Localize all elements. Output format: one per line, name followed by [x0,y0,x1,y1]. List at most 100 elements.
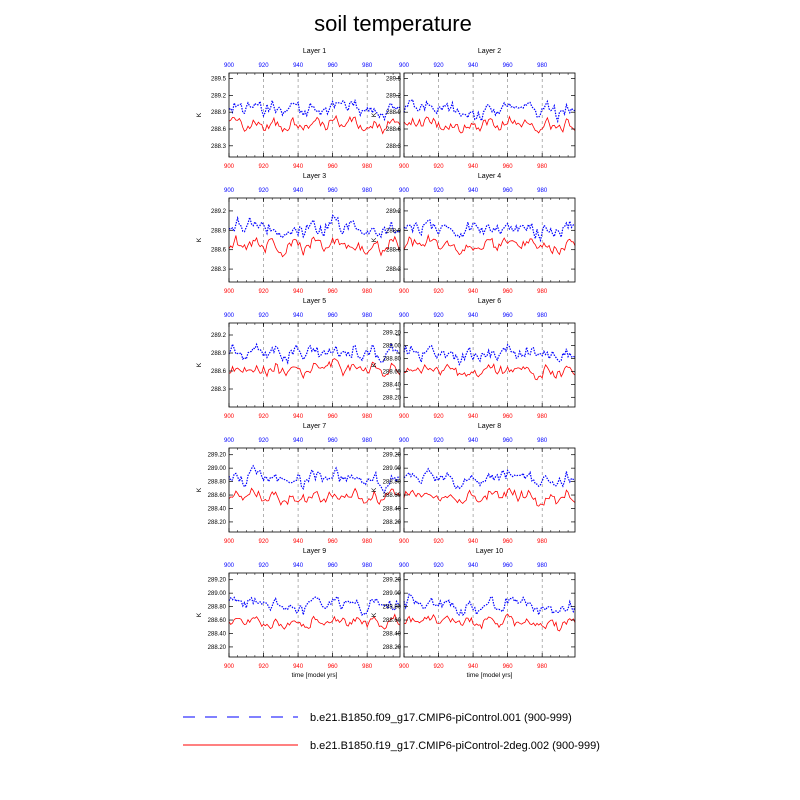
y-tick-label: 288.40 [208,631,227,637]
x-tick-label: 900 [399,539,410,545]
y-tick-label: 289.20 [383,453,402,459]
plot-frame [403,197,576,283]
x-tick-label: 960 [328,664,339,670]
chart-panel-3: Layer 3 900 920 940 960 980 900 920 940 960 980 288… [196,173,401,295]
y-tick-label: 289.00 [383,344,402,350]
y-tick-label: 288.3 [211,144,227,150]
top-x-tick-label: 980 [537,188,548,194]
top-x-tick-label: 900 [224,188,235,194]
panel-title: Layer 4 [478,173,501,180]
top-x-tick-label: 960 [328,563,339,569]
y-tick-label: 288.80 [383,357,402,363]
x-tick-label: 920 [434,289,445,295]
y-tick-label: 288.40 [383,631,402,637]
series-line-run2 [228,235,401,258]
plot-frame [403,322,576,408]
y-tick-label: 288.80 [383,480,402,486]
top-x-tick-label: 900 [399,563,410,569]
y-tick-label: 289.2 [386,93,402,99]
y-tick-label: 288.6 [211,248,227,254]
x-tick-label: 900 [399,414,410,420]
x-tick-label: 980 [362,664,373,670]
series-line-run1 [403,593,576,617]
x-tick-label: 980 [537,414,548,420]
y-axis-label: K [371,362,378,367]
series-line-run1 [228,341,401,365]
top-x-tick-label: 940 [468,563,479,569]
top-x-tick-label: 940 [468,438,479,444]
series-line-run2 [403,115,576,134]
top-x-tick-label: 920 [259,313,270,319]
series-line-run2 [228,358,401,380]
x-tick-label: 900 [224,289,235,295]
chart-panel-4: Layer 4 900 920 940 960 980 900 920 940 960 980 288… [371,173,576,295]
series-line-run2 [228,613,401,630]
x-axis-label: time [model yrs] [467,672,513,679]
y-axis-label: K [371,112,378,117]
y-tick-label: 288.9 [386,110,402,116]
x-tick-label: 900 [399,289,410,295]
y-tick-label: 288.40 [383,506,402,512]
chart-panel-9: Layer 9 900 920 940 960 980 900 920 940 960 980 288… [196,548,401,679]
top-x-tick-label: 920 [259,63,270,69]
x-tick-label: 960 [328,289,339,295]
y-tick-label: 289.00 [383,591,402,597]
series-line-run2 [404,613,576,632]
y-tick-label: 288.3 [211,387,227,393]
series-line-run1 [228,464,401,494]
top-x-tick-label: 920 [434,188,445,194]
x-tick-label: 940 [293,414,304,420]
top-x-tick-label: 960 [328,63,339,69]
chart-panel-1: Layer 1 900 920 940 960 980 900 920 940 960 980 288… [196,48,401,170]
top-x-tick-label: 980 [362,438,373,444]
top-x-tick-label: 980 [362,313,373,319]
top-x-tick-label: 960 [503,438,514,444]
x-tick-label: 960 [503,414,514,420]
series-line-run1 [228,214,401,239]
top-x-tick-label: 960 [328,188,339,194]
y-tick-label: 289.2 [211,209,227,215]
y-tick-label: 289.5 [211,77,227,83]
x-tick-label: 960 [503,664,514,670]
top-x-tick-label: 960 [328,313,339,319]
y-tick-label: 289.20 [383,578,402,584]
y-tick-label: 289.20 [208,578,227,584]
legend-label-run2: b.e21.B1850.f19_g17.CMIP6-piControl-2deg… [310,740,600,752]
figure-title: soil temperature [314,11,472,36]
series-line-run2 [228,114,401,135]
x-tick-label: 960 [328,164,339,170]
top-x-tick-label: 920 [434,313,445,319]
top-x-tick-label: 940 [293,188,304,194]
series-line-run1 [403,98,576,124]
x-tick-label: 900 [224,664,235,670]
top-x-tick-label: 960 [503,313,514,319]
chart-panel-2: Layer 2 900 920 940 960 980 900 920 940 960 980 288… [371,48,576,170]
top-x-tick-label: 900 [224,63,235,69]
top-x-tick-label: 960 [503,188,514,194]
y-axis-label: K [371,237,378,242]
top-x-tick-label: 980 [537,63,548,69]
x-tick-label: 940 [468,289,479,295]
y-tick-label: 288.80 [208,605,227,611]
y-tick-label: 288.3 [386,267,402,273]
x-tick-label: 900 [399,664,410,670]
y-tick-label: 288.9 [211,351,227,357]
x-tick-label: 920 [259,414,270,420]
y-tick-label: 288.6 [386,248,402,254]
panel-title: Layer 9 [303,548,326,555]
x-tick-label: 960 [328,539,339,545]
panel-title: Layer 6 [478,298,501,305]
x-tick-label: 940 [468,664,479,670]
plot-frame [228,72,401,158]
top-x-tick-label: 980 [537,438,548,444]
chart-panel-7: Layer 7 900 920 940 960 980 900 920 940 960 980 288… [196,423,401,545]
y-axis-label: K [196,362,203,367]
top-x-tick-label: 960 [503,563,514,569]
x-tick-label: 900 [224,414,235,420]
y-axis-label: K [371,612,378,617]
y-tick-label: 288.6 [386,127,402,133]
x-tick-label: 980 [537,164,548,170]
y-tick-label: 289.00 [208,466,227,472]
series-line-run1 [228,595,401,616]
